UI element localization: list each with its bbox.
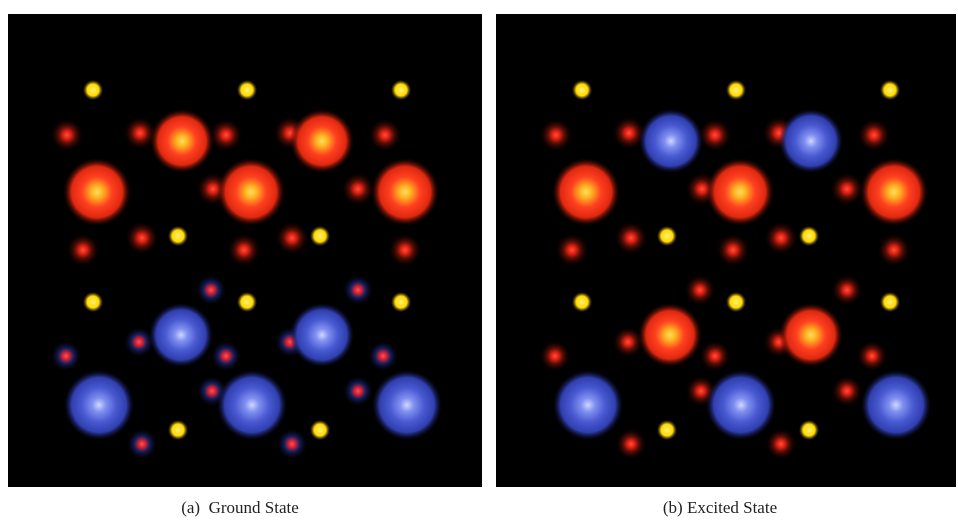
small-atom [51,341,81,371]
large-atom [779,109,843,173]
small-atom [878,234,910,266]
large-atom [860,158,928,226]
small-atom [540,119,572,151]
small-atom [857,341,887,371]
small-atom [832,376,862,406]
small-atom [540,341,570,371]
small-atom [369,119,401,151]
large-atom [217,158,285,226]
small-atom [276,222,308,254]
yellow-atom [310,420,330,440]
small-atom [228,234,260,266]
yellow-atom [83,80,103,100]
yellow-atom [237,80,257,100]
small-atom [832,275,862,305]
small-atom [831,173,863,205]
small-atom [343,376,373,406]
large-atom [63,158,131,226]
small-atom [717,234,749,266]
yellow-atom [572,80,592,100]
large-atom [706,370,776,440]
yellow-atom [168,420,188,440]
yellow-atom [168,226,188,246]
yellow-atom [799,226,819,246]
small-atom [766,429,796,459]
yellow-atom [799,420,819,440]
large-atom [64,370,134,440]
small-atom [858,119,890,151]
small-atom [126,222,158,254]
yellow-atom [310,226,330,246]
yellow-atom [880,292,900,312]
small-atom [615,222,647,254]
small-atom [616,429,646,459]
large-atom [150,109,214,173]
small-atom [700,341,730,371]
large-atom [706,158,774,226]
yellow-atom [726,80,746,100]
small-atom [211,341,241,371]
large-atom [553,370,623,440]
small-atom [343,275,373,305]
yellow-atom [572,292,592,312]
small-atom [67,234,99,266]
small-atom [277,429,307,459]
small-atom [685,275,715,305]
yellow-atom [391,292,411,312]
yellow-atom [657,420,677,440]
small-atom [556,234,588,266]
large-atom [372,370,442,440]
yellow-atom [657,226,677,246]
large-atom [149,303,213,367]
caption-a: (a) Ground State [181,498,299,517]
yellow-atom [880,80,900,100]
large-atom [861,370,931,440]
yellow-atom [726,292,746,312]
small-atom [196,275,226,305]
yellow-atom [391,80,411,100]
small-atom [765,222,797,254]
large-atom [371,158,439,226]
small-atom [51,119,83,151]
small-atom [342,173,374,205]
figure: (a) Ground State (b) Excited State [0,0,958,527]
large-atom [290,109,354,173]
large-atom [638,303,702,367]
yellow-atom [83,292,103,312]
large-atom [217,370,287,440]
small-atom [389,234,421,266]
caption-b: (b) Excited State [663,498,777,517]
small-atom [210,119,242,151]
small-atom [699,119,731,151]
large-atom [779,303,843,367]
small-atom [368,341,398,371]
large-atom [639,109,703,173]
large-atom [290,303,354,367]
yellow-atom [237,292,257,312]
large-atom [552,158,620,226]
small-atom [127,429,157,459]
